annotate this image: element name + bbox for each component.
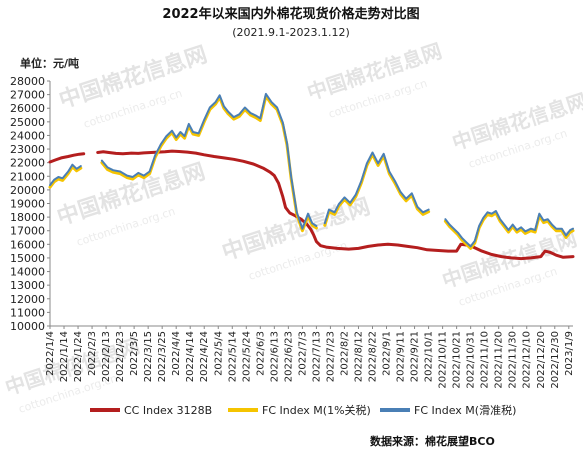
legend-label-3: FC Index M(滑准税) [414,403,516,417]
x-tick-label: 2022/7/3 [297,331,308,376]
data-source-note: 数据来源：棉花展望BCO [370,434,495,448]
x-tick-label: 2022/8/22 [367,331,378,382]
x-tick-label: 2022/12/10 [522,331,533,389]
series-layer [48,92,575,261]
y-tick-label: 14000 [10,266,45,279]
x-tick-label: 2022/3/5 [129,331,140,376]
y-tick-label: 18000 [10,211,45,224]
x-tick-label: 2022/4/14 [185,331,196,382]
x-tick-label: 2022/5/4 [213,331,224,376]
x-tick-label: 2022/3/25 [157,331,168,382]
series-line-3 [49,92,574,248]
x-tick-label: 2022/2/13 [101,331,112,382]
x-tick-label: 2022/9/1 [382,331,393,376]
x-tick-label: 2022/3/15 [143,331,154,382]
x-tick-label: 2022/2/23 [115,331,126,382]
y-tick-label: 25000 [10,116,45,129]
x-tick-label: 2022/7/23 [325,331,336,382]
y-tick-label: 27000 [10,89,45,102]
x-tick-label: 2022/5/14 [227,331,238,382]
y-tick-label: 19000 [10,198,45,211]
y-tick-label: 17000 [10,225,45,238]
legend-label-1: CC Index 3128B [124,404,212,417]
y-tick-label: 10000 [10,320,45,333]
x-tick-label: 2022/9/21 [410,331,421,382]
series-line-2 [48,94,575,250]
y-tick-label: 23000 [10,143,45,156]
x-tick-label: 2022/10/31 [466,331,477,389]
x-tick-label: 2022/11/20 [494,331,505,389]
y-tick-label: 21000 [10,170,45,183]
x-tick-label: 2022/10/11 [438,331,449,389]
x-tick-label: 2022/12/20 [536,331,547,389]
chart-subtitle: (2021.9.1-2023.1.12) [232,26,350,39]
y-tick-label: 26000 [10,102,45,115]
x-tick-label: 2022/8/2 [339,331,350,376]
chart-title: 2022年以来国内外棉花现货价格走势对比图 [162,6,419,22]
x-tick-label: 2022/4/4 [171,331,182,376]
x-tick-label: 2022/1/4 [45,331,56,376]
legend: CC Index 3128B FC Index M(1%关税) FC Index M… [90,403,516,417]
axes: 1000011000120001300014000150001600017000… [10,75,575,389]
x-tick-label: 2022/1/14 [59,331,70,382]
x-tick-label: 2022/10/1 [424,331,435,382]
y-tick-label: 15000 [10,252,45,265]
x-tick-label: 2022/11/30 [508,331,519,389]
x-tick-label: 2022/12/30 [550,331,561,389]
y-tick-label: 28000 [10,75,45,88]
y-tick-label: 16000 [10,238,45,251]
x-tick-label: 2022/6/23 [283,331,294,382]
legend-label-2: FC Index M(1%关税) [262,403,371,417]
y-tick-label: 13000 [10,279,45,292]
x-tick-label: 2022/7/13 [311,331,322,382]
x-tick-label: 2022/11/10 [480,331,491,389]
y-tick-label: 24000 [10,129,45,142]
y-tick-label: 20000 [10,184,45,197]
unit-label: 单位：元/吨 [20,56,79,70]
x-tick-label: 2022/6/3 [255,331,266,376]
y-tick-label: 11000 [10,306,45,319]
y-tick-label: 22000 [10,157,45,170]
x-tick-label: 2022/2/3 [87,331,98,376]
series-line-1 [48,149,575,261]
x-tick-label: 2022/5/24 [241,331,252,382]
x-tick-label: 2022/6/13 [269,331,280,382]
x-tick-label: 2022/8/12 [353,331,364,382]
x-tick-label: 2023/1/9 [564,331,575,376]
x-tick-label: 2022/1/24 [73,331,84,382]
x-tick-label: 2022/10/21 [452,331,463,389]
x-tick-label: 2022/9/11 [396,331,407,382]
y-tick-label: 12000 [10,293,45,306]
x-tick-label: 2022/4/24 [199,331,210,382]
